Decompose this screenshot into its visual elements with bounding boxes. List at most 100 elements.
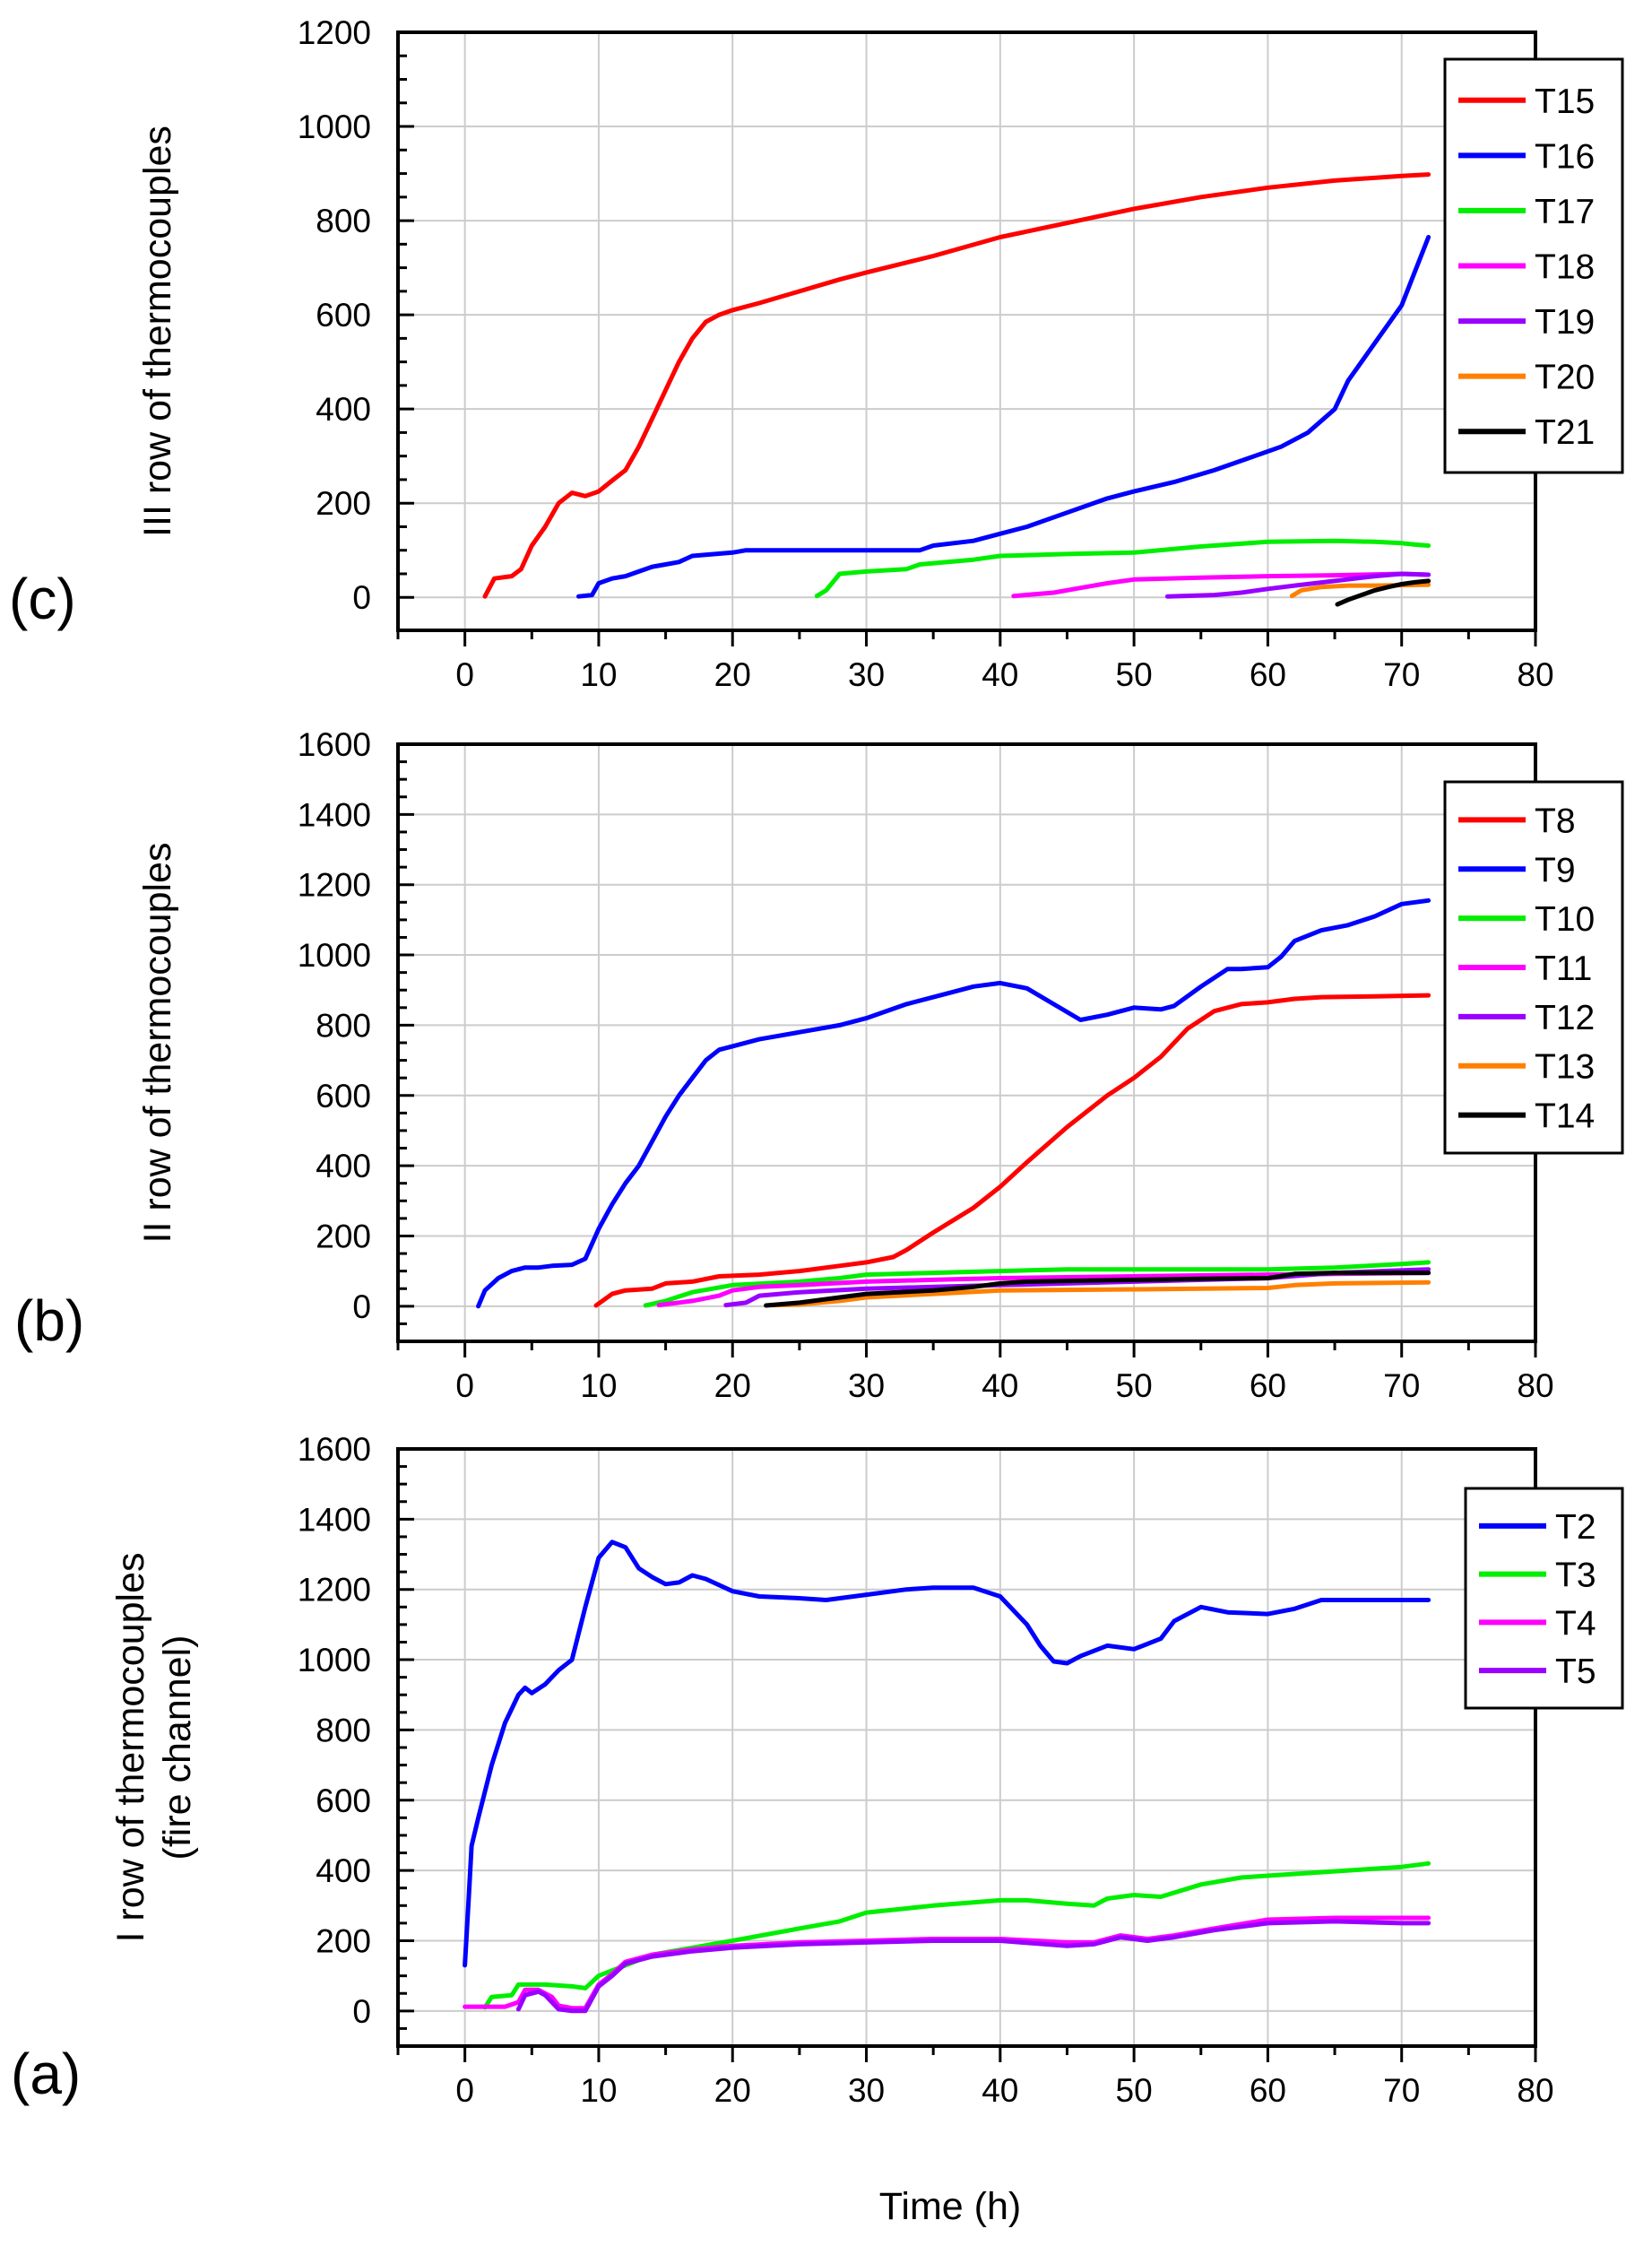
x-tick-label: 80 bbox=[1517, 2072, 1553, 2109]
y-axis-title: I row of thermocouples bbox=[109, 1553, 152, 1943]
y-axis-title: II row of thermocouples bbox=[136, 843, 179, 1244]
chart-panel-c: 0 10 20 30 40 50 60 70 80020040060080010001200II… bbox=[9, 14, 1624, 693]
legend-label-T9: T9 bbox=[1535, 851, 1576, 889]
x-tick-label: 70 bbox=[1383, 656, 1420, 693]
y-tick-label: 1000 bbox=[298, 108, 371, 145]
legend-label-T2: T2 bbox=[1555, 1508, 1596, 1547]
x-tick-label: 20 bbox=[714, 2072, 751, 2109]
x-tick-label: 50 bbox=[1116, 656, 1153, 693]
y-tick-label: 1400 bbox=[298, 796, 371, 833]
legend-label-T10: T10 bbox=[1535, 900, 1595, 939]
series-line-T16 bbox=[576, 235, 1431, 599]
chart-panel-b: 0 10 20 30 40 50 60 70 8002004006008001000120014… bbox=[14, 726, 1624, 1404]
y-tick-label: 1200 bbox=[298, 1572, 371, 1609]
legend-label-T4: T4 bbox=[1555, 1604, 1596, 1643]
y-tick-label: 1200 bbox=[298, 14, 371, 51]
y-tick-label: 600 bbox=[316, 1078, 371, 1114]
x-tick-label: 20 bbox=[714, 656, 751, 693]
y-tick-label: 1000 bbox=[298, 937, 371, 974]
x-tick-label: 10 bbox=[580, 656, 617, 693]
legend-label-T13: T13 bbox=[1535, 1048, 1595, 1087]
y-tick-label: 400 bbox=[316, 1852, 371, 1889]
legend: T8 T9 T10 T11 T12 T13 T14 bbox=[1443, 780, 1624, 1155]
x-tick-label: 20 bbox=[714, 1367, 751, 1404]
y-tick-label: 1400 bbox=[298, 1501, 371, 1538]
series-group bbox=[482, 172, 1431, 607]
x-tick-label: 50 bbox=[1116, 2072, 1153, 2109]
x-tick-label: 70 bbox=[1383, 2072, 1420, 2109]
x-tick-label: 0 bbox=[455, 1367, 474, 1404]
series-line-T19 bbox=[1164, 571, 1431, 599]
x-tick-label: 70 bbox=[1383, 1367, 1420, 1404]
series-line-T15 bbox=[482, 172, 1431, 599]
x-tick-label: 10 bbox=[580, 2072, 617, 2109]
x-tick-label: 40 bbox=[982, 2072, 1018, 2109]
legend-label-T19: T19 bbox=[1535, 303, 1595, 342]
x-tick-label: 40 bbox=[982, 1367, 1018, 1404]
legend-label-T17: T17 bbox=[1535, 193, 1595, 231]
legend-label-T15: T15 bbox=[1535, 82, 1595, 121]
x-tick-label: 0 bbox=[455, 2072, 474, 2109]
series-line-T9 bbox=[476, 898, 1431, 1309]
legend-label-T18: T18 bbox=[1535, 248, 1595, 287]
legend-label-T20: T20 bbox=[1535, 359, 1595, 397]
y-tick-label: 0 bbox=[352, 1993, 371, 2030]
x-tick-label: 60 bbox=[1250, 1367, 1286, 1404]
y-tick-label: 200 bbox=[316, 1922, 371, 1959]
x-tick-label: 40 bbox=[982, 656, 1018, 693]
legend-label-T5: T5 bbox=[1555, 1652, 1596, 1691]
y-tick-label: 1600 bbox=[298, 726, 371, 763]
x-tick-label: 50 bbox=[1116, 1367, 1153, 1404]
series-line-T8 bbox=[593, 993, 1431, 1308]
y-tick-label: 600 bbox=[316, 1782, 371, 1819]
series-group bbox=[476, 898, 1431, 1309]
y-tick-label: 400 bbox=[316, 1148, 371, 1184]
y-tick-label: 200 bbox=[316, 1218, 371, 1254]
legend: T2 T3 T4 T5 bbox=[1464, 1487, 1624, 1710]
series-line-T21 bbox=[1335, 578, 1431, 607]
x-tick-label: 10 bbox=[580, 1367, 617, 1404]
y-axis-title: (fire channel) bbox=[156, 1635, 199, 1860]
series-line-T13 bbox=[770, 1279, 1431, 1308]
legend-label-T21: T21 bbox=[1535, 413, 1595, 452]
x-tick-label: 80 bbox=[1517, 1367, 1553, 1404]
x-tick-label: 30 bbox=[848, 2072, 885, 2109]
legend: T15 T16 T17 T18 T19 T20 T21 bbox=[1443, 57, 1624, 474]
x-axis-title: Time (h) bbox=[879, 2185, 1021, 2228]
y-tick-label: 400 bbox=[316, 391, 371, 428]
series-line-T5 bbox=[515, 1919, 1431, 2014]
series-line-T14 bbox=[764, 1271, 1431, 1308]
y-tick-label: 1200 bbox=[298, 867, 371, 904]
legend-label-T11: T11 bbox=[1535, 950, 1592, 988]
legend-label-T12: T12 bbox=[1535, 999, 1595, 1037]
x-tick-label: 60 bbox=[1250, 656, 1286, 693]
y-tick-label: 0 bbox=[352, 1288, 371, 1325]
x-tick-label: 0 bbox=[455, 656, 474, 693]
series-line-T17 bbox=[814, 538, 1431, 599]
series-line-T18 bbox=[1011, 571, 1431, 599]
x-tick-label: 60 bbox=[1250, 2072, 1286, 2109]
x-tick-label: 30 bbox=[848, 656, 885, 693]
legend-label-T8: T8 bbox=[1535, 802, 1576, 840]
chart-panel-a: 0 10 20 30 40 50 60 70 8002004006008001000120014… bbox=[11, 1431, 1624, 2109]
x-tick-label: 80 bbox=[1517, 656, 1553, 693]
panel-label: (b) bbox=[14, 1288, 84, 1353]
y-tick-label: 800 bbox=[316, 1712, 371, 1748]
y-tick-label: 800 bbox=[316, 1007, 371, 1044]
series-line-T4 bbox=[463, 1915, 1431, 2011]
plot-frame bbox=[396, 742, 1537, 1343]
y-tick-label: 1000 bbox=[298, 1642, 371, 1678]
x-tick-label: 30 bbox=[848, 1367, 885, 1404]
series-line-T10 bbox=[643, 1260, 1431, 1308]
y-tick-label: 1600 bbox=[298, 1431, 371, 1468]
legend-box bbox=[1464, 1487, 1624, 1710]
y-tick-label: 600 bbox=[316, 297, 371, 334]
legend-label-T14: T14 bbox=[1535, 1097, 1595, 1136]
y-tick-label: 200 bbox=[316, 485, 371, 522]
legend-label-T16: T16 bbox=[1535, 137, 1595, 176]
panel-label: (c) bbox=[9, 567, 76, 631]
y-tick-label: 800 bbox=[316, 203, 371, 239]
series-group bbox=[463, 1539, 1431, 2014]
series-line-T11 bbox=[656, 1271, 1431, 1308]
